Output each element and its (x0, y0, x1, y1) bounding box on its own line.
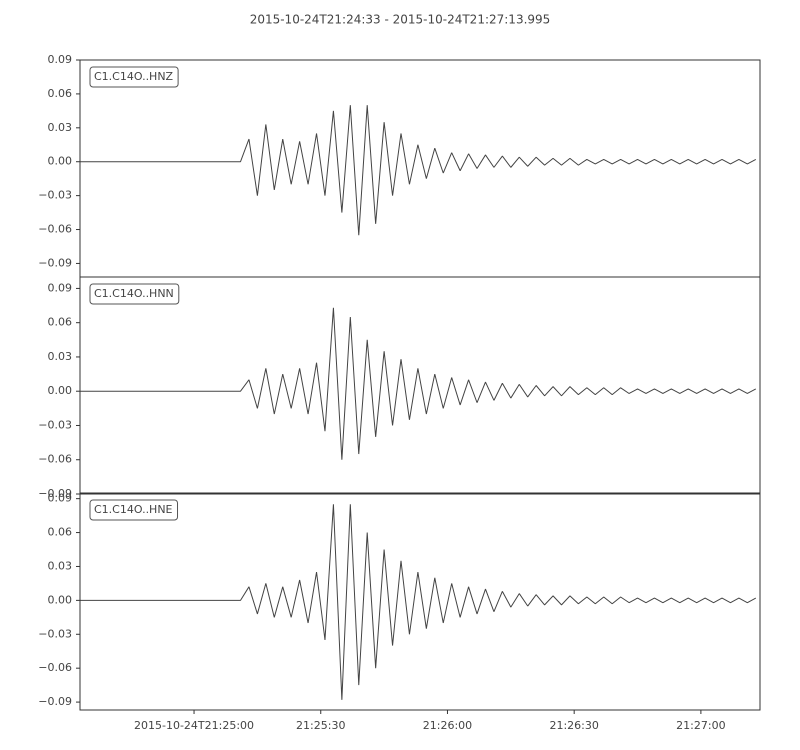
trace-label: C1.C14O..HNZ (94, 70, 174, 83)
y-tick-label: −0.06 (38, 661, 72, 674)
waveform (80, 105, 757, 236)
trace-label-box (89, 66, 179, 88)
chart-title: 2015-10-24T21:24:33 - 2015-10-24T21:27:1… (250, 13, 551, 27)
y-tick-label: −0.09 (38, 695, 72, 708)
x-tick-label: 21:25:30 (296, 719, 345, 732)
y-tick-label: 0.03 (48, 559, 73, 572)
waveform (80, 307, 757, 460)
trace-label-box (89, 499, 179, 521)
y-tick-label: 0.00 (48, 593, 73, 606)
trace-label: C1.C14O..HNE (94, 503, 173, 516)
y-tick-label: 0.00 (48, 384, 73, 397)
panel-frame (79, 276, 761, 495)
y-tick-label: −0.06 (38, 223, 72, 236)
y-tick-label: 0.06 (48, 316, 73, 329)
y-tick-label: −0.06 (38, 453, 72, 466)
y-tick-label: 0.00 (48, 155, 73, 168)
x-tick-label: 21:27:00 (676, 719, 725, 732)
y-tick-label: 0.09 (48, 53, 73, 66)
y-tick-label: 0.09 (48, 281, 73, 294)
x-tick-label: 21:26:30 (549, 719, 598, 732)
y-tick-label: −0.09 (38, 487, 72, 500)
panel-frame (79, 492, 761, 711)
x-tick-label: 21:26:00 (423, 719, 472, 732)
y-tick-label: 0.09 (48, 492, 73, 505)
y-tick-label: 0.06 (48, 526, 73, 539)
y-tick-label: −0.03 (38, 418, 72, 431)
x-tick-label: 2015-10-24T21:25:00 (134, 719, 254, 732)
waveform (80, 504, 757, 700)
y-tick-label: −0.03 (38, 189, 72, 202)
y-tick-label: 0.03 (48, 350, 73, 363)
y-tick-label: −0.03 (38, 627, 72, 640)
y-tick-label: −0.09 (38, 256, 72, 269)
trace-label-box (89, 283, 180, 305)
y-tick-label: 0.06 (48, 87, 73, 100)
y-tick-label: 0.03 (48, 121, 73, 134)
trace-label: C1.C14O..HNN (94, 287, 174, 300)
